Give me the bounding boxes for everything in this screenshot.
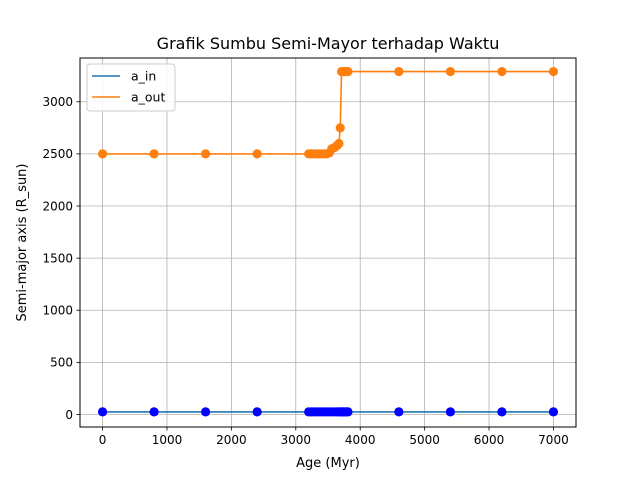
y-tick-label: 0	[65, 408, 73, 422]
chart-title: Grafik Sumbu Semi-Mayor terhadap Waktu	[157, 34, 500, 53]
y-tick-label: 3000	[42, 95, 73, 109]
data-point	[497, 407, 507, 417]
x-tick-label: 3000	[281, 433, 312, 447]
data-point	[548, 407, 559, 417]
data-point	[343, 66, 353, 77]
y-axis-label: Semi-major axis (R_sun)	[15, 164, 30, 322]
x-tick-label: 7000	[538, 433, 569, 447]
x-tick-label: 4000	[345, 433, 376, 447]
data-point	[149, 149, 159, 159]
plot-frame	[79, 57, 577, 428]
data-point	[201, 407, 211, 417]
data-point	[445, 66, 455, 77]
x-axis: 0 1000 2000 3000 4000 5000 6000 7000	[99, 427, 569, 447]
legend-label: a_out	[131, 90, 165, 105]
x-tick-label: 0	[99, 433, 107, 447]
data-point	[497, 66, 507, 77]
data-point	[394, 407, 404, 417]
data-point	[394, 66, 404, 77]
y-tick-label: 500	[50, 356, 73, 370]
x-axis-label: Age (Myr)	[296, 456, 360, 471]
y-tick-label: 1500	[42, 251, 73, 265]
x-tick-label: 2000	[216, 433, 247, 447]
y-tick-label: 2500	[42, 147, 73, 161]
legend: a_in a_out	[86, 63, 176, 112]
data-point	[149, 407, 159, 417]
x-tick-label: 1000	[152, 433, 183, 447]
data-point	[97, 149, 108, 159]
data-point	[343, 407, 353, 417]
y-tick-label: 1000	[42, 304, 73, 318]
x-tick-label: 5000	[409, 433, 440, 447]
data-point	[252, 407, 262, 417]
data-point	[97, 407, 108, 417]
y-axis: 0 500 1000 1500 2000 2500 3000	[42, 95, 80, 422]
legend-label: a_in	[131, 69, 156, 84]
data-point	[548, 66, 559, 77]
data-point	[334, 138, 344, 149]
series-a-out	[97, 66, 559, 159]
x-tick-label: 6000	[474, 433, 505, 447]
y-tick-label: 2000	[42, 199, 73, 213]
data-point	[335, 123, 345, 133]
series-layer	[97, 66, 559, 417]
data-point	[252, 149, 262, 159]
series-a-in	[97, 407, 559, 417]
data-point	[445, 407, 455, 417]
data-point	[201, 149, 211, 159]
grid	[80, 58, 576, 427]
